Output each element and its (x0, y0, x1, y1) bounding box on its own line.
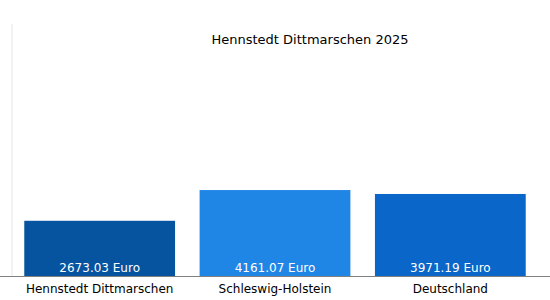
y-axis-line (12, 24, 13, 276)
category-label: Schleswig-Holstein (219, 282, 332, 296)
bar (24, 221, 175, 276)
category-label: Hennstedt Dittmarschen (26, 282, 174, 296)
labels: 2673.03 Euro Hennstedt Dittmarschen 4161.0… (26, 261, 491, 296)
data-label: 4161.07 Euro (235, 261, 316, 275)
bar (375, 194, 526, 276)
bars (24, 190, 525, 276)
title: Hennstedt Dittmarschen 2025 (211, 32, 408, 47)
background (0, 0, 550, 300)
data-label: 3971.19 Euro (410, 261, 491, 275)
data-label: 2673.03 Euro (59, 261, 140, 275)
bar (200, 190, 351, 276)
chart: Hennstedt Dittmarschen 2025 2673.03 Euro H… (0, 0, 550, 300)
x-axis-line (0, 276, 550, 277)
category-label: Deutschland (413, 282, 488, 296)
